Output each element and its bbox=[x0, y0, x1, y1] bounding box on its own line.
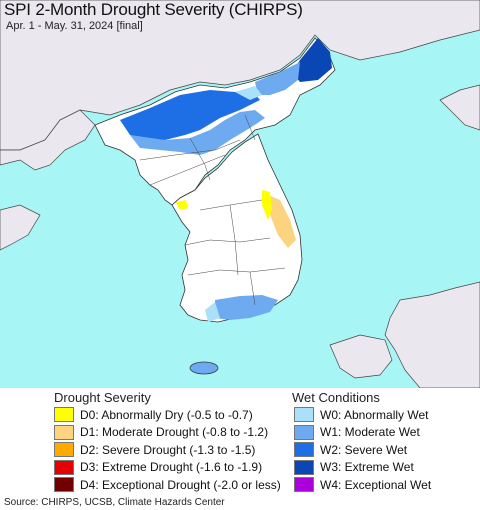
wet-w1-south bbox=[215, 295, 278, 320]
legend-label-w1: W1: Moderate Wet bbox=[320, 425, 420, 440]
liaodong-peninsula bbox=[0, 109, 96, 171]
legend-label-w2: W2: Severe Wet bbox=[320, 442, 408, 457]
legend-item-w2: W2: Severe Wet bbox=[290, 441, 480, 459]
drought-d0-east bbox=[262, 190, 272, 220]
wet-legend-title: Wet Conditions bbox=[292, 390, 380, 405]
wet-w1-northeast bbox=[255, 62, 300, 95]
wet-w2-north bbox=[120, 88, 260, 140]
legend-label-d4: D4: Exceptional Drought (-2.0 or less) bbox=[80, 477, 281, 492]
japan-land bbox=[384, 281, 480, 388]
drought-map bbox=[0, 0, 480, 388]
drought-d1-east bbox=[268, 195, 296, 248]
legend-label-w3: W3: Extreme Wet bbox=[320, 460, 414, 475]
map-title: SPI 2-Month Drought Severity (CHIRPS) bbox=[4, 0, 303, 19]
legend-item-d4: D4: Exceptional Drought (-2.0 or less) bbox=[48, 476, 288, 494]
legend-label-d0: D0: Abnormally Dry (-0.5 to -0.7) bbox=[80, 407, 253, 422]
japan-land-2 bbox=[329, 334, 393, 379]
jeju-island bbox=[189, 361, 219, 375]
source-credit: Source: CHIRPS, UCSB, Climate Hazards Ce… bbox=[4, 497, 225, 508]
legend-item-d3: D3: Extreme Drought (-1.6 to -1.9) bbox=[48, 459, 288, 477]
legend-item-w3: W3: Extreme Wet bbox=[290, 459, 480, 477]
swatch-d1 bbox=[54, 424, 74, 440]
map-subtitle: Apr. 1 - May. 31, 2024 [final] bbox=[6, 20, 143, 32]
drought-d0-west bbox=[176, 200, 188, 210]
swatch-w4 bbox=[294, 477, 314, 493]
swatch-d2 bbox=[54, 442, 74, 458]
legend-label-d1: D1: Moderate Drought (-0.8 to -1.2) bbox=[80, 425, 269, 440]
legend-item-d2: D2: Severe Drought (-1.3 to -1.5) bbox=[48, 441, 288, 459]
drought-legend-title: Drought Severity bbox=[54, 390, 151, 405]
legend-label-w0: W0: Abnormally Wet bbox=[320, 407, 429, 422]
drought-legend: Drought Severity D0: Abnormally Dry (-0.… bbox=[48, 389, 288, 493]
japan-land-3 bbox=[439, 84, 480, 131]
swatch-w0 bbox=[294, 407, 314, 423]
legend-label-d2: D2: Severe Drought (-1.3 to -1.5) bbox=[80, 442, 256, 457]
swatch-w1 bbox=[294, 424, 314, 440]
legend-label-w4: W4: Exceptional Wet bbox=[320, 477, 432, 492]
shandong-peninsula bbox=[0, 204, 41, 251]
legend-item-d0: D0: Abnormally Dry (-0.5 to -0.7) bbox=[48, 406, 288, 424]
wet-w0-south bbox=[205, 302, 220, 322]
swatch-w3 bbox=[294, 459, 314, 475]
swatch-d0 bbox=[54, 407, 74, 423]
swatch-w2 bbox=[294, 442, 314, 458]
legend-item-w0: W0: Abnormally Wet bbox=[290, 406, 480, 424]
wet-legend: Wet Conditions W0: Abnormally Wet W1: Mo… bbox=[290, 389, 480, 493]
legend-item-w1: W1: Moderate Wet bbox=[290, 424, 480, 442]
south-korea bbox=[171, 133, 303, 323]
province-borders bbox=[139, 114, 286, 306]
legend-item-w4: W4: Exceptional Wet bbox=[290, 476, 480, 494]
wet-w1-north bbox=[130, 110, 265, 155]
swatch-d3 bbox=[54, 459, 74, 475]
swatch-d4 bbox=[54, 477, 74, 493]
legend-label-d3: D3: Extreme Drought (-1.6 to -1.9) bbox=[80, 460, 263, 475]
legend-item-d1: D1: Moderate Drought (-0.8 to -1.2) bbox=[48, 424, 288, 442]
wet-w0-northeast bbox=[235, 86, 262, 100]
wet-w3-northeast bbox=[292, 38, 332, 82]
